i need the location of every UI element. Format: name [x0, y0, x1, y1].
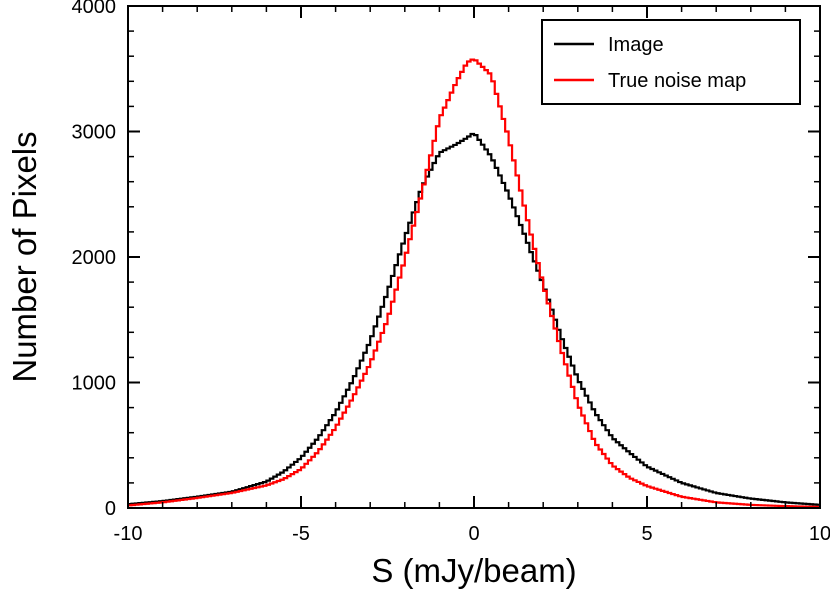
y-tick-label: 0 — [105, 498, 116, 520]
x-tick-label: 10 — [809, 523, 830, 545]
x-tick-label: -5 — [292, 523, 310, 545]
legend-box — [541, 19, 801, 105]
legend-label: True noise map — [608, 70, 746, 92]
y-tick-label: 1000 — [72, 373, 117, 395]
y-axis-title: Number of Pixels — [6, 131, 43, 382]
ticks-layer: -10 -5 0 5 10 0 1000 2000 3000 4000 — [72, 0, 830, 545]
x-tick-label: 0 — [468, 523, 479, 545]
y-tick-label: 4000 — [72, 0, 117, 18]
x-axis-title: S (mJy/beam) — [371, 552, 576, 589]
y-tick-label: 2000 — [72, 247, 117, 269]
image-series-line — [128, 132, 820, 506]
x-tick-label: -10 — [114, 523, 143, 545]
true-noise-map-series-line — [128, 58, 820, 509]
y-tick-label: 3000 — [72, 122, 117, 144]
x-tick-label: 5 — [641, 523, 652, 545]
legend-label: Image — [608, 34, 664, 56]
plot-layer — [128, 58, 820, 509]
legend: Image True noise map — [541, 19, 801, 105]
